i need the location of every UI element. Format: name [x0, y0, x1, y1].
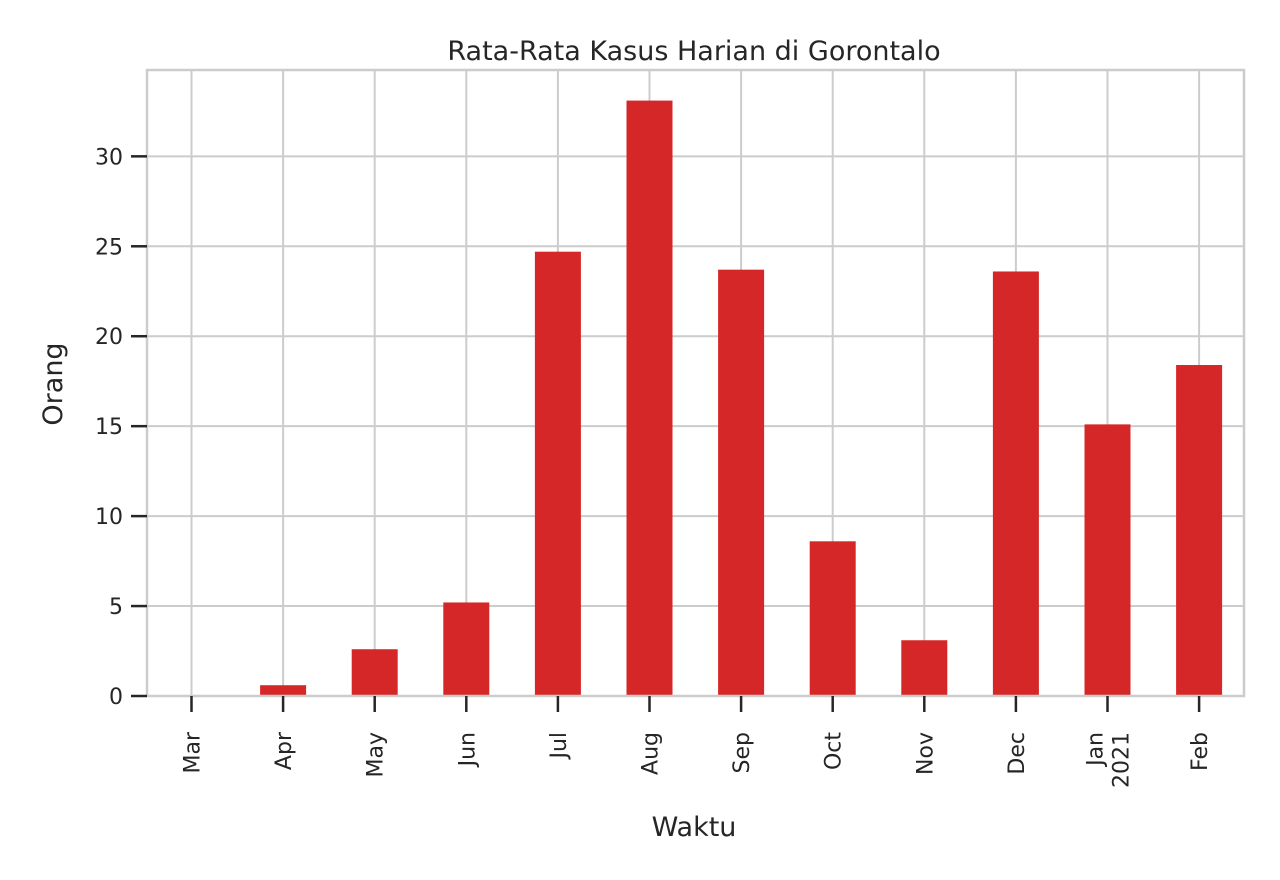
x-tick-label-2: May: [364, 732, 389, 777]
x-tick-label-10-line-1: 2021: [1110, 732, 1135, 788]
bar-jan-2021: [1084, 424, 1131, 696]
bar-apr: [260, 685, 307, 696]
plot-frame: [145, 68, 1246, 698]
x-tick-label-11-line-0: Feb: [1188, 732, 1213, 771]
x-tick-label-5-line-0: Aug: [639, 732, 664, 775]
x-tick-label-8-line-0: Nov: [913, 732, 938, 775]
y-tick-label-1: 5: [109, 595, 123, 620]
x-tick-label-3: Jun: [455, 732, 480, 768]
x-tick-label-2-line-0: May: [364, 732, 389, 777]
x-tick-label-7-line-0: Oct: [822, 732, 847, 770]
bar-may: [351, 649, 398, 696]
x-tick-label-5: Aug: [639, 732, 664, 775]
bar-dec: [992, 271, 1039, 696]
y-axis-ticks: 0 5 10 15 20 25 30: [95, 145, 147, 710]
x-tick-label-9: Dec: [1005, 732, 1030, 775]
y-tick-label-5: 25: [95, 235, 123, 260]
bar-nov: [901, 640, 948, 696]
bar-feb: [1176, 365, 1223, 696]
x-axis-ticks: Mar Apr May Jun Jul Aug Sep Oct Nov Dec Jan 2021 Feb: [181, 696, 1213, 788]
y-axis-label: Orang: [38, 342, 69, 425]
y-tick-label-0: 0: [109, 685, 123, 710]
x-tick-label-0-line-0: Mar: [181, 731, 206, 773]
y-tick-label-2: 10: [95, 505, 123, 530]
bar-jul: [534, 251, 581, 697]
x-tick-label-7: Oct: [822, 732, 847, 770]
x-tick-label-8: Nov: [913, 732, 938, 775]
x-tick-label-10: Jan 2021: [1084, 732, 1135, 788]
y-tick-label-4: 20: [95, 325, 123, 350]
chart-title: Rata-Rata Kasus Harian di Gorontalo: [447, 36, 940, 67]
y-tick-label-6: 30: [95, 145, 123, 170]
bars: [260, 100, 1223, 697]
x-tick-label-0: Mar: [181, 731, 206, 773]
bar-aug: [626, 100, 673, 697]
x-tick-label-1: Apr: [272, 731, 297, 770]
x-tick-label-4-line-0: Jul: [547, 732, 572, 761]
x-tick-label-6-line-0: Sep: [730, 732, 755, 773]
x-tick-label-1-line-0: Apr: [272, 731, 297, 770]
x-axis-label: Waktu: [652, 812, 737, 843]
bar-jun: [443, 602, 490, 696]
x-tick-label-9-line-0: Dec: [1005, 732, 1030, 775]
x-tick-label-3-line-0: Jun: [455, 732, 480, 768]
x-tick-label-4: Jul: [547, 732, 572, 761]
bar-oct: [809, 541, 856, 696]
bar-sep: [718, 269, 765, 696]
x-tick-label-10-line-0: Jan: [1084, 732, 1109, 768]
y-tick-label-3: 15: [95, 415, 123, 440]
x-tick-label-11: Feb: [1188, 732, 1213, 771]
x-tick-label-6: Sep: [730, 732, 755, 773]
